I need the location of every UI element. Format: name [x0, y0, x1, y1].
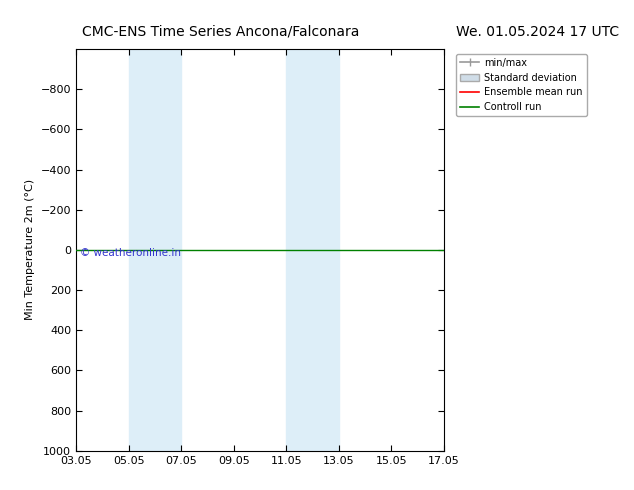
Bar: [129, 49, 155, 451]
Text: We. 01.05.2024 17 UTC: We. 01.05.2024 17 UTC: [456, 24, 619, 39]
Legend: min/max, Standard deviation, Ensemble mean run, Controll run: min/max, Standard deviation, Ensemble me…: [456, 54, 586, 116]
Bar: [286, 49, 313, 451]
Bar: [155, 49, 181, 451]
Y-axis label: Min Temperature 2m (°C): Min Temperature 2m (°C): [25, 179, 35, 320]
Text: © weatheronline.in: © weatheronline.in: [80, 248, 181, 258]
Text: CMC-ENS Time Series Ancona/Falconara: CMC-ENS Time Series Ancona/Falconara: [82, 24, 360, 39]
Bar: [313, 49, 339, 451]
